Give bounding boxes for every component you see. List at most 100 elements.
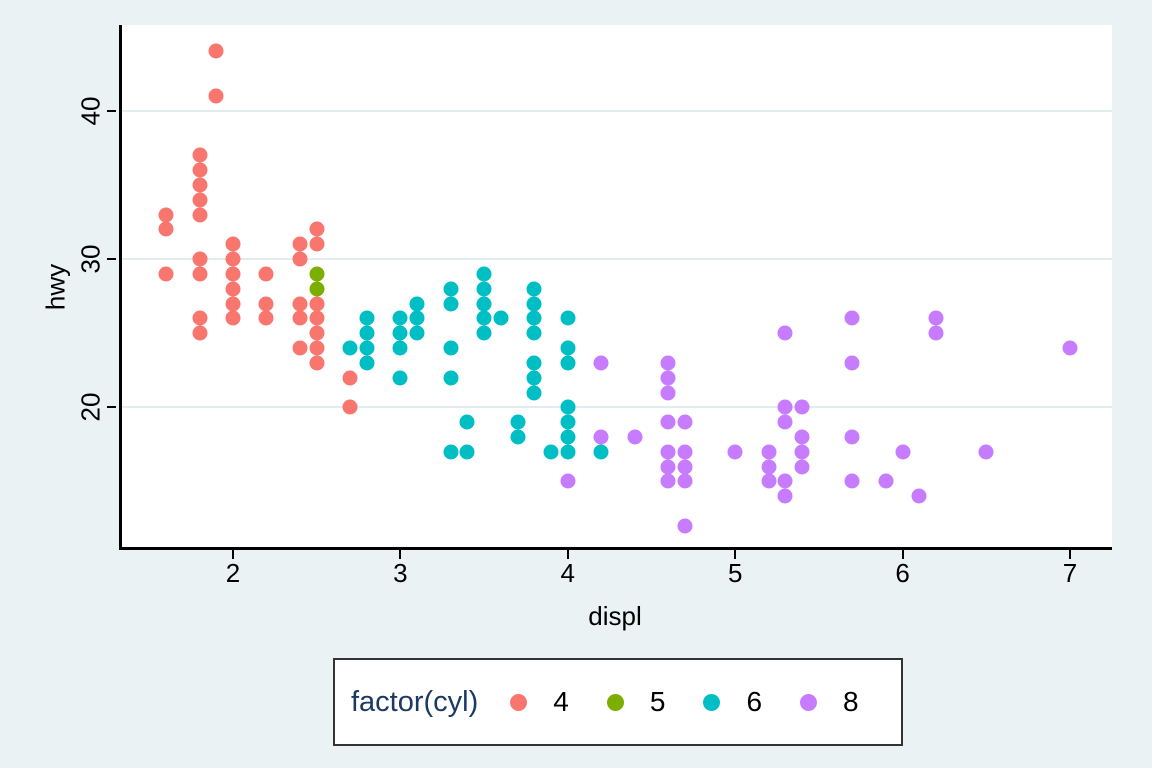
data-point-cyl4 xyxy=(342,399,358,415)
data-point-cyl8 xyxy=(761,473,777,489)
data-point-cyl8 xyxy=(878,473,894,489)
data-point-cyl6 xyxy=(476,325,492,341)
gridline-y-40 xyxy=(122,109,1112,112)
data-point-cyl4 xyxy=(192,207,208,223)
x-tick-label-4: 4 xyxy=(560,558,576,588)
data-point-cyl4 xyxy=(225,266,241,282)
y-tick-label-30: 30 xyxy=(75,244,106,274)
data-point-cyl6 xyxy=(593,444,609,460)
data-point-cyl4 xyxy=(192,266,208,282)
legend-item-6: 6 xyxy=(703,686,762,718)
data-point-cyl6 xyxy=(359,310,375,326)
data-point-cyl8 xyxy=(844,429,860,445)
x-tick-7 xyxy=(1068,550,1071,559)
data-point-cyl8 xyxy=(677,518,693,534)
data-point-cyl6 xyxy=(443,296,459,312)
x-tick-label-6: 6 xyxy=(895,558,910,588)
data-point-cyl4 xyxy=(309,296,325,312)
data-point-cyl6 xyxy=(476,296,492,312)
data-point-cyl4 xyxy=(192,325,208,341)
data-point-cyl6 xyxy=(560,429,576,445)
y-tick-20 xyxy=(107,406,116,409)
data-point-cyl8 xyxy=(677,459,693,475)
data-point-cyl4 xyxy=(225,296,241,312)
data-point-cyl4 xyxy=(208,43,224,59)
data-point-cyl8 xyxy=(593,355,609,371)
data-point-cyl6 xyxy=(359,325,375,341)
data-point-cyl8 xyxy=(660,414,676,430)
data-point-cyl4 xyxy=(158,221,174,237)
legend-key-dot-4 xyxy=(510,693,528,711)
data-point-cyl4 xyxy=(225,236,241,252)
data-point-cyl4 xyxy=(258,266,274,282)
legend-key-dot-8 xyxy=(800,693,818,711)
x-tick-label-3: 3 xyxy=(393,558,408,588)
data-point-cyl4 xyxy=(309,221,325,237)
data-point-cyl8 xyxy=(677,444,693,460)
data-point-cyl6 xyxy=(476,310,492,326)
data-point-cyl8 xyxy=(777,414,793,430)
y-tick-30 xyxy=(107,258,116,261)
data-point-cyl8 xyxy=(677,414,693,430)
data-point-cyl8 xyxy=(677,473,693,489)
data-point-cyl6 xyxy=(392,310,408,326)
data-point-cyl8 xyxy=(794,429,810,445)
data-point-cyl8 xyxy=(794,459,810,475)
legend-label-8: 8 xyxy=(843,686,859,717)
data-point-cyl8 xyxy=(928,310,944,326)
data-point-cyl6 xyxy=(560,310,576,326)
data-point-cyl4 xyxy=(309,310,325,326)
data-point-cyl6 xyxy=(526,385,542,400)
data-point-cyl8 xyxy=(777,325,793,341)
data-point-cyl6 xyxy=(560,355,576,371)
data-point-cyl4 xyxy=(192,310,208,326)
data-point-cyl8 xyxy=(1062,340,1078,356)
data-point-cyl4 xyxy=(292,236,308,252)
legend-label-4: 4 xyxy=(553,686,569,717)
data-point-cyl8 xyxy=(761,444,777,460)
x-tick-label-2: 2 xyxy=(225,558,241,588)
legend-label-5: 5 xyxy=(649,686,666,717)
x-tick-5 xyxy=(734,550,737,559)
gridline-y-20 xyxy=(122,406,1112,409)
data-point-cyl6 xyxy=(359,340,375,356)
data-point-cyl6 xyxy=(476,281,492,297)
data-point-cyl4 xyxy=(292,251,308,267)
data-point-cyl8 xyxy=(844,355,860,371)
data-point-cyl8 xyxy=(895,444,911,460)
x-axis-title: displ xyxy=(588,601,642,631)
y-tick-label-40: 40 xyxy=(75,96,106,126)
legend-item-8: 8 xyxy=(800,686,859,718)
data-point-cyl6 xyxy=(526,296,542,312)
data-point-cyl8 xyxy=(660,370,676,386)
data-point-cyl8 xyxy=(660,385,676,400)
data-point-cyl4 xyxy=(192,192,208,208)
data-point-cyl4 xyxy=(309,236,325,252)
data-point-cyl6 xyxy=(443,340,459,356)
data-point-cyl4 xyxy=(225,281,241,297)
data-point-cyl8 xyxy=(761,459,777,475)
data-point-cyl6 xyxy=(526,310,542,326)
data-point-cyl8 xyxy=(627,429,643,445)
data-point-cyl6 xyxy=(443,444,459,460)
y-tick-label-20: 20 xyxy=(75,392,106,422)
data-point-cyl8 xyxy=(660,459,676,475)
data-point-cyl6 xyxy=(526,281,542,297)
data-point-cyl4 xyxy=(208,88,224,104)
legend-item-5: 5 xyxy=(606,686,666,718)
data-point-cyl4 xyxy=(192,162,208,178)
data-point-cyl8 xyxy=(777,473,793,489)
data-point-cyl8 xyxy=(660,473,676,489)
data-point-cyl8 xyxy=(794,444,810,460)
legend-key-dot-6 xyxy=(703,693,721,711)
data-point-cyl4 xyxy=(225,251,241,267)
x-tick-label-5: 5 xyxy=(727,558,743,588)
legend-key-dot-5 xyxy=(606,693,624,711)
data-point-cyl4 xyxy=(192,177,208,193)
data-point-cyl6 xyxy=(443,370,459,386)
data-point-cyl4 xyxy=(158,207,174,223)
data-point-cyl6 xyxy=(392,370,408,386)
data-point-cyl8 xyxy=(777,488,793,504)
legend-item-4: 4 xyxy=(510,686,569,718)
